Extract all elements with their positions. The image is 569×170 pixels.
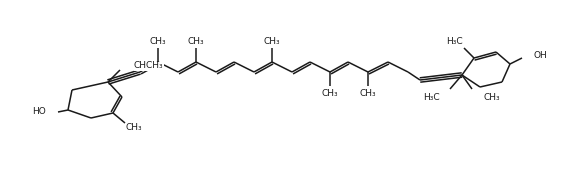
Text: H₃C: H₃C (446, 38, 462, 47)
Text: OH: OH (534, 52, 548, 61)
Text: CH₃: CH₃ (126, 123, 142, 132)
Text: CHCH₃: CHCH₃ (134, 62, 164, 71)
Text: CH₃: CH₃ (150, 37, 166, 46)
Text: H₃C: H₃C (423, 92, 440, 101)
Text: CH₃: CH₃ (360, 89, 376, 98)
Text: CH₃: CH₃ (263, 37, 281, 46)
Text: HO: HO (32, 107, 46, 116)
Text: CH₃: CH₃ (484, 92, 501, 101)
Text: CH₃: CH₃ (321, 89, 339, 98)
Text: CH₃: CH₃ (188, 37, 204, 46)
